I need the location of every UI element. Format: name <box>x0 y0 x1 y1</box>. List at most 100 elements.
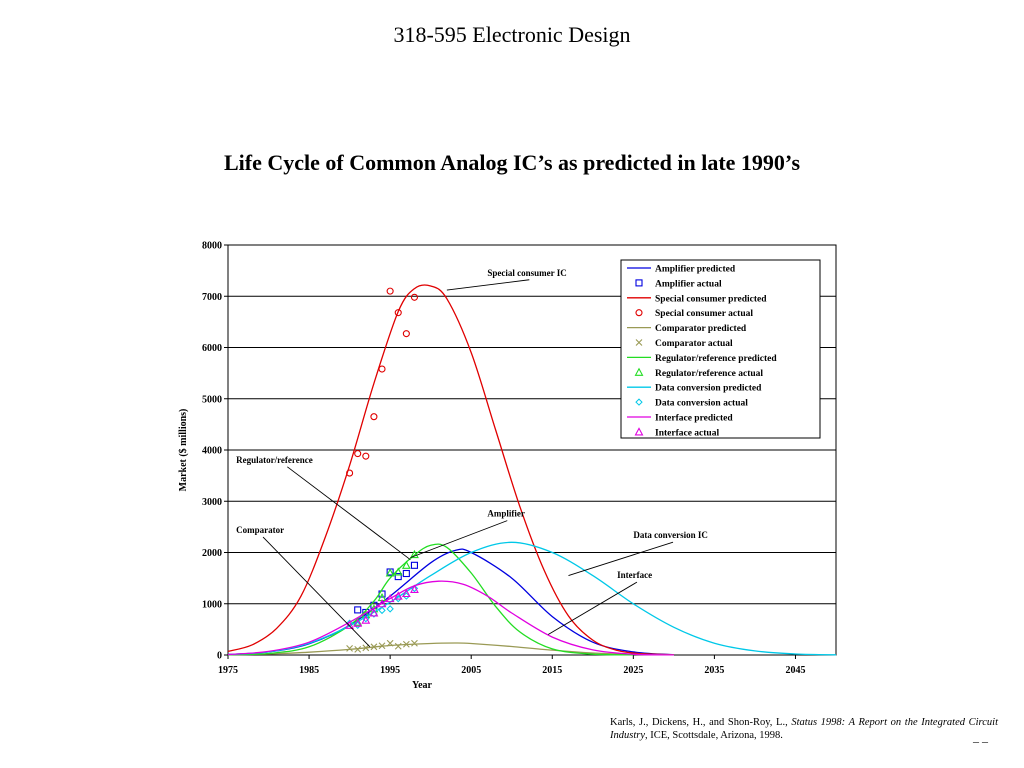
legend-label-dataconv-actual: Data conversion actual <box>655 399 748 409</box>
y-tick-label-6: 6000 <box>202 343 222 354</box>
series-line-special-predicted <box>227 284 674 656</box>
data-point-regulator-actual-5 <box>393 567 403 576</box>
data-point-comparator-actual-6 <box>394 642 402 650</box>
data-point-regulator-actual-4 <box>385 568 395 577</box>
legend: Amplifier predicted Amplifier actual Speci… <box>620 259 821 439</box>
series-line-interface-predicted <box>227 580 674 656</box>
data-point-comparator-actual-7 <box>402 640 410 648</box>
annotation-label-0: Special consumer IC <box>487 268 566 278</box>
annotation-leader-4 <box>568 541 674 576</box>
data-point-special-actual-8 <box>410 293 419 301</box>
legend-swatch-interface-actual <box>634 427 644 436</box>
data-point-dataconv-actual-2 <box>362 614 370 623</box>
y-tick-label-0: 0 <box>217 651 222 662</box>
annotation-leader-0 <box>446 279 530 291</box>
annotation-leader-3 <box>410 520 508 559</box>
data-point-interface-actual-4 <box>377 599 387 608</box>
y-tick-label-5: 5000 <box>202 394 222 405</box>
x-tick-label-1: 1985 <box>299 665 319 676</box>
x-tick-label-4: 2015 <box>542 665 562 676</box>
annotation-label-2: Comparator <box>236 525 284 535</box>
x-tick-label-0: 1975 <box>218 665 238 676</box>
legend-label-amplifier-predicted: Amplifier predicted <box>655 265 736 275</box>
y-tick-label-1: 1000 <box>202 599 222 610</box>
data-point-dataconv-actual-6 <box>394 594 402 603</box>
legend-box <box>620 259 821 439</box>
data-point-special-actual-7 <box>402 330 410 338</box>
data-point-dataconv-actual-4 <box>378 606 386 615</box>
slide-header: 318-595 Electronic Design <box>393 22 631 47</box>
slide-title: Life Cycle of Common Analog IC’s as pred… <box>223 150 801 175</box>
legend-swatch-dataconv-actual <box>635 398 643 406</box>
y-axis-label: Market ($ millions) <box>178 409 189 492</box>
data-point-interface-actual-6 <box>393 591 403 600</box>
data-point-comparator-actual-2 <box>362 644 370 652</box>
citation-rest: , ICE, Scottsdale, Arizona, 1998. <box>645 730 783 741</box>
x-tick-label-2: 1995 <box>380 665 400 676</box>
data-point-dataconv-actual-5 <box>386 605 394 613</box>
citation-authors: Karls, J., Dickens, H., and Shon-Roy, L.… <box>610 717 788 728</box>
data-point-amplifier-actual-5 <box>394 573 402 581</box>
series-points-comparator-actual <box>346 639 418 653</box>
data-point-comparator-actual-8 <box>411 639 418 647</box>
data-point-comparator-actual-5 <box>386 639 394 647</box>
legend-label-comparator-predicted: Comparator predicted <box>655 324 747 334</box>
series-points-dataconv-actual <box>345 584 419 629</box>
data-point-special-actual-6 <box>394 309 402 317</box>
x-tick-label-7: 2045 <box>785 665 805 676</box>
data-point-dataconv-actual-8 <box>410 584 419 593</box>
legend-label-comparator-actual: Comparator actual <box>655 339 733 349</box>
legend-swatch-amplifier-actual <box>635 279 643 287</box>
data-point-comparator-actual-3 <box>370 643 378 651</box>
legend-label-special-actual: Special consumer actual <box>655 309 753 319</box>
data-point-special-actual-0 <box>346 469 354 477</box>
data-point-amplifier-actual-7 <box>410 561 419 569</box>
y-tick-label-7: 7000 <box>202 292 222 303</box>
annotation-label-4: Data conversion IC <box>633 530 708 540</box>
x-tick-label-3: 2005 <box>461 665 481 676</box>
y-tick-label-8: 8000 <box>202 241 222 252</box>
data-point-special-actual-4 <box>378 365 386 373</box>
data-point-special-actual-2 <box>362 452 370 460</box>
legend-label-interface-predicted: Interface predicted <box>655 414 733 424</box>
data-point-interface-actual-2 <box>361 615 371 624</box>
data-point-comparator-actual-1 <box>354 645 362 653</box>
annotation-label-3: Amplifier <box>487 509 525 519</box>
legend-swatch-special-actual <box>635 309 643 317</box>
data-point-interface-actual-3 <box>369 608 379 617</box>
annotation-label-5: Interface <box>617 570 652 580</box>
data-point-dataconv-actual-7 <box>402 592 411 600</box>
y-tick-label-3: 3000 <box>202 497 222 508</box>
series-line-amplifier-predicted <box>227 548 674 656</box>
legend-label-amplifier-actual: Amplifier actual <box>655 279 722 289</box>
annotation-leader-5 <box>547 581 638 635</box>
series-line-dataconv-predicted <box>227 541 837 656</box>
y-tick-label-2: 2000 <box>202 548 222 559</box>
x-tick-label-5: 2025 <box>623 665 643 676</box>
legend-label-regulator-predicted: Regulator/reference predicted <box>655 354 777 364</box>
y-tick-label-4: 4000 <box>202 446 222 457</box>
series-line-regulator-predicted <box>227 543 634 656</box>
data-point-amplifier-actual-0 <box>354 606 362 614</box>
x-axis-label: Year <box>412 680 433 691</box>
data-point-interface-actual-0 <box>345 620 355 629</box>
page-number: – – <box>973 734 988 748</box>
data-point-interface-actual-1 <box>353 618 363 627</box>
legend-label-interface-actual: Interface actual <box>655 428 719 438</box>
legend-swatch-comparator-actual <box>635 339 643 346</box>
data-point-interface-actual-7 <box>401 588 411 598</box>
data-point-amplifier-actual-6 <box>402 569 410 578</box>
data-point-special-actual-5 <box>386 287 394 295</box>
legend-swatch-regulator-actual <box>634 367 644 376</box>
data-point-interface-actual-5 <box>385 593 395 603</box>
data-point-interface-actual-8 <box>410 584 419 593</box>
data-point-comparator-actual-4 <box>378 642 386 650</box>
data-point-regulator-actual-7 <box>410 549 419 559</box>
data-point-comparator-actual-0 <box>346 644 353 652</box>
citation-work: Status 1998: A Report on the Integrated … <box>610 717 998 741</box>
legend-label-special-predicted: Special consumer predicted <box>655 294 767 304</box>
annotation-label-1: Regulator/reference <box>236 455 313 465</box>
data-point-special-actual-3 <box>370 413 378 421</box>
annotation-leader-1 <box>287 466 411 561</box>
series-points-interface-actual <box>345 584 419 629</box>
